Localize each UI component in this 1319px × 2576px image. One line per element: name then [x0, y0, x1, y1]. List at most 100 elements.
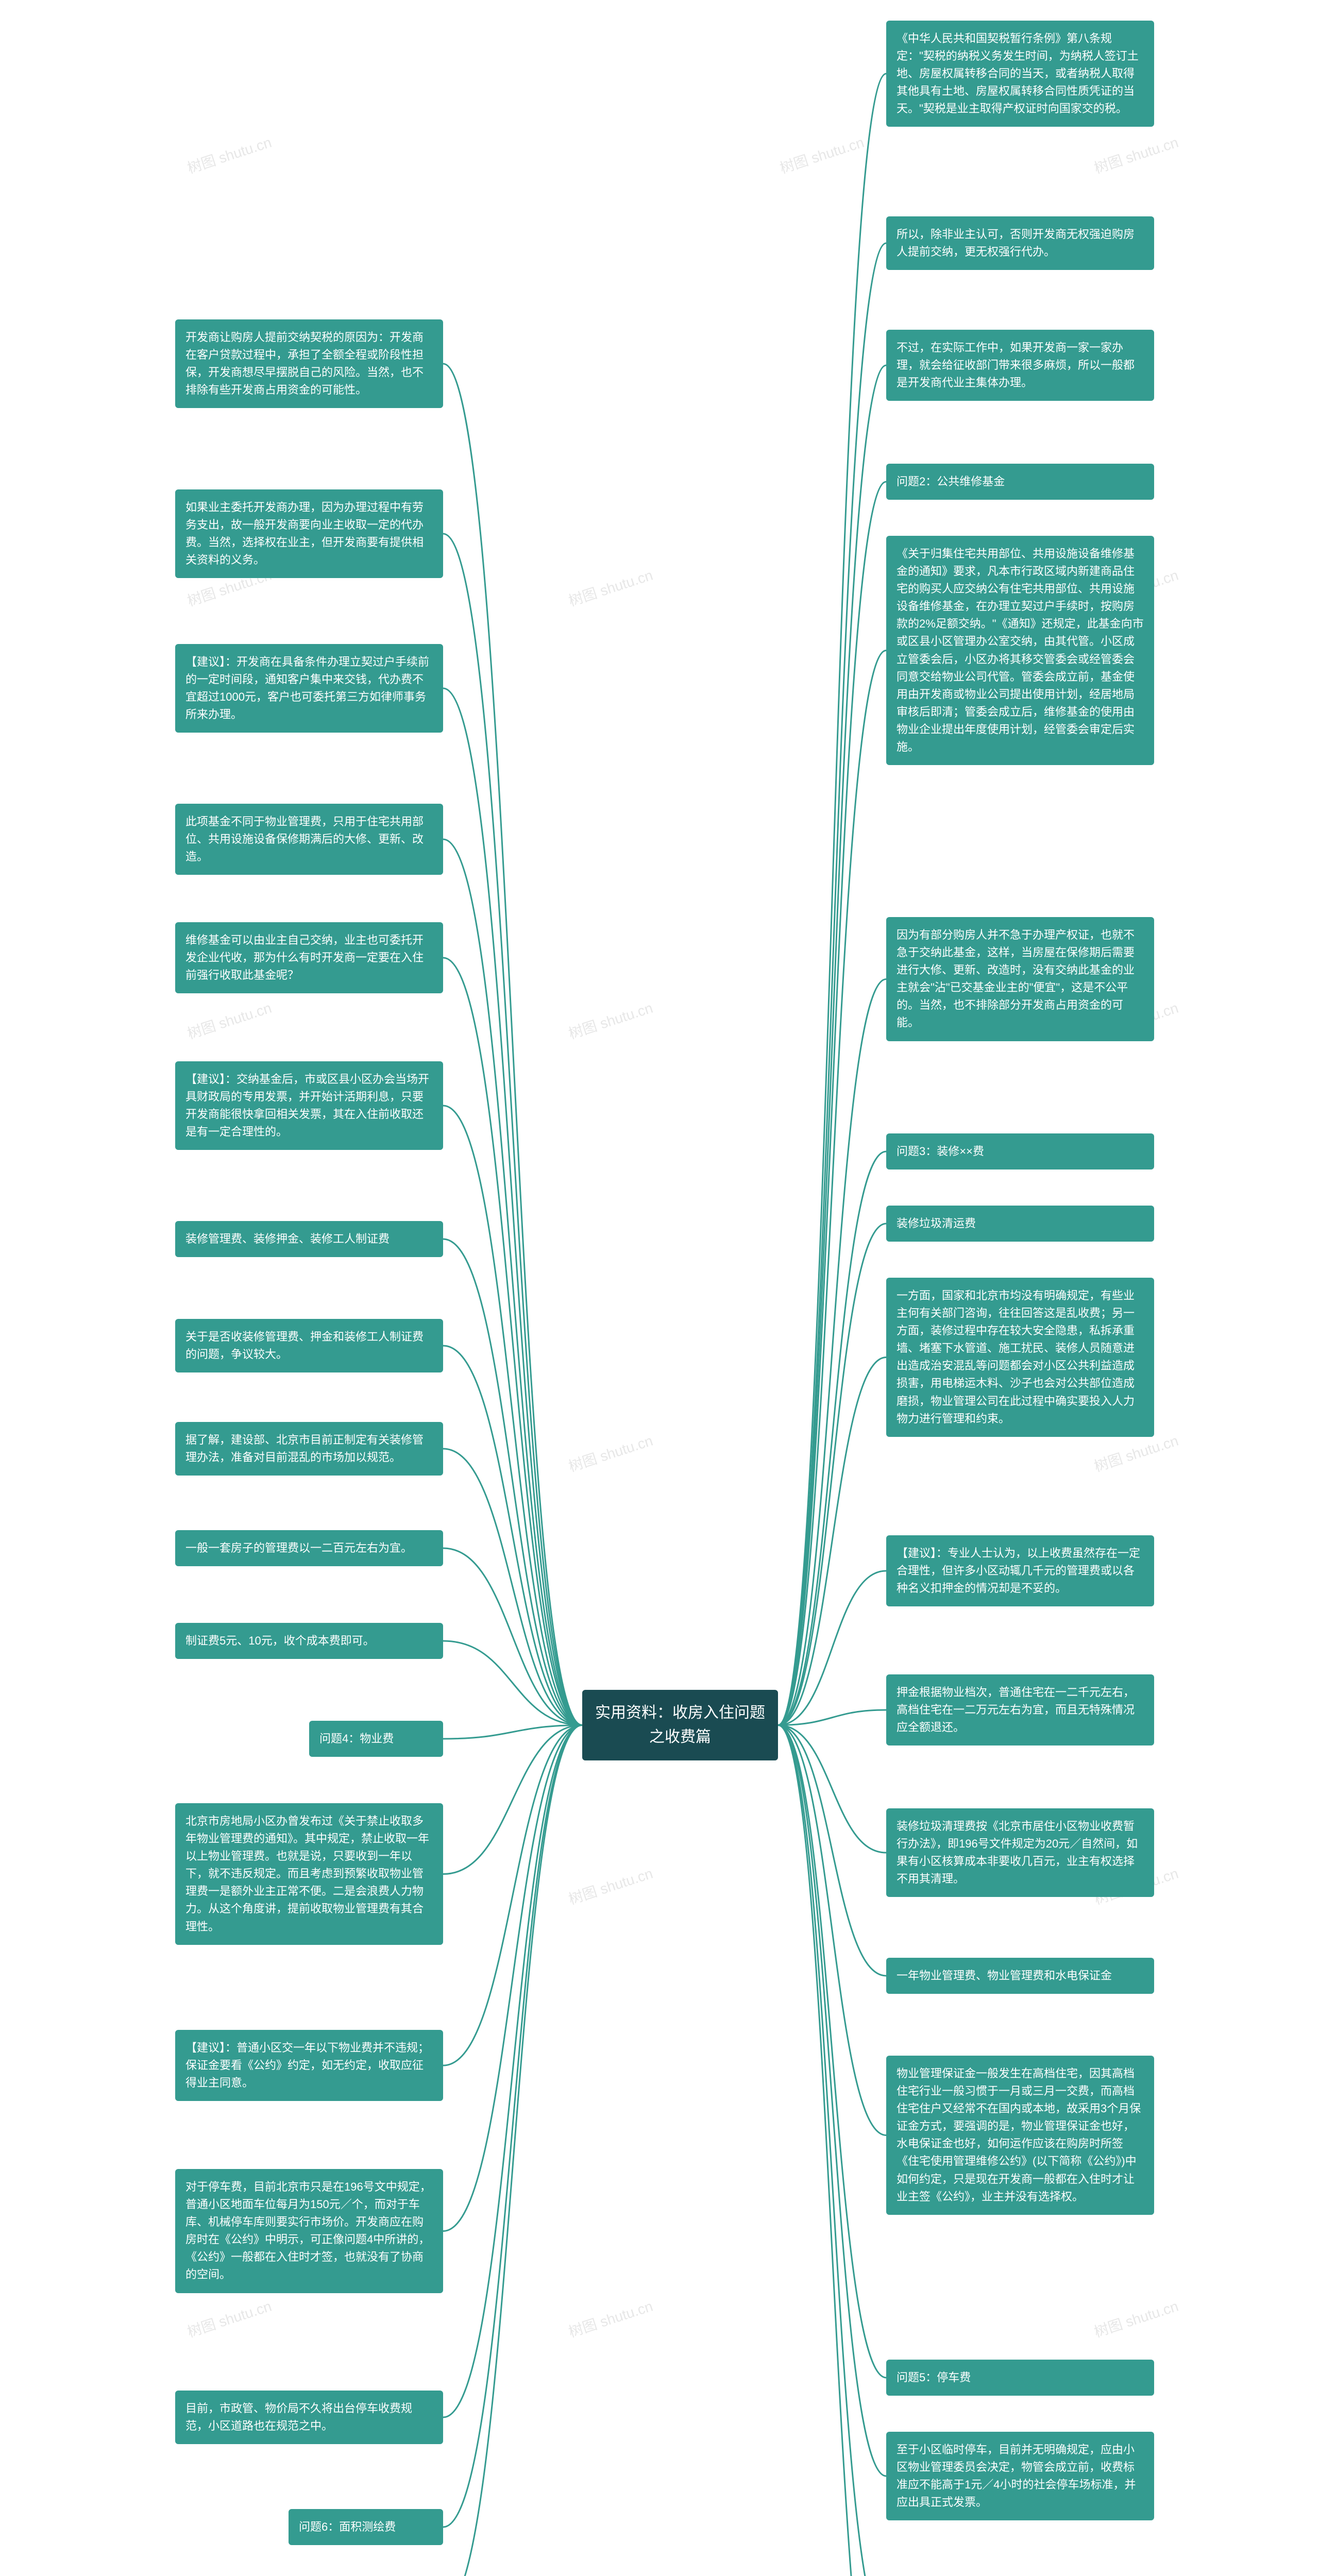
connector-path [443, 1239, 582, 1725]
watermark: 树图 shutu.cn [184, 997, 274, 1043]
connector-path [443, 1725, 582, 2231]
connector-path [443, 1725, 582, 2528]
branch-node[interactable]: 制证费5元、10元，收个成本费即可。 [175, 1623, 443, 1659]
connector-path [443, 1725, 582, 1874]
branch-node[interactable]: 【建议】：普通小区交一年以下物业费并不违规；保证金要看《公约》约定，如无约定，收… [175, 2030, 443, 2101]
connector-path [778, 1725, 886, 1853]
branch-node[interactable]: 《中华人民共和国契税暂行条例》第八条规定："契税的纳税义务发生时间，为纳税人签订… [886, 21, 1154, 127]
connector-path [443, 1725, 582, 2066]
node-text: 问题6：面积测绘费 [299, 2520, 396, 2533]
connector-path [443, 1449, 582, 1725]
connector-path [778, 1358, 886, 1725]
branch-node[interactable]: 目前，市政管、物价局不久将出台停车收费规范，小区道路也在规范之中。 [175, 2391, 443, 2444]
branch-node[interactable]: 不过，在实际工作中，如果开发商一家一家办理，就会给征收部门带来很多麻烦，所以一般… [886, 330, 1154, 401]
watermark: 树图 shutu.cn [184, 131, 274, 178]
watermark: 树图 shutu.cn [566, 564, 655, 611]
branch-node[interactable]: 一方面，国家和北京市均没有明确规定，有些业主何有关部门咨询，往往回答这是乱收费；… [886, 1278, 1154, 1437]
connector-path [778, 1224, 886, 1725]
connector-path [778, 1725, 886, 2576]
branch-node[interactable]: 【建议】：专业人士认为，以上收费虽然存在一定合理性，但许多小区动辄几千元的管理费… [886, 1535, 1154, 1606]
connector-path [778, 1725, 886, 2136]
branch-node[interactable]: 所以，除非业主认可，否则开发商无权强迫购房人提前交纳，更无权强行代办。 [886, 216, 1154, 270]
branch-node[interactable]: 对于停车费，目前北京市只是在196号文中规定，普通小区地面车位每月为150元／个… [175, 2169, 443, 2293]
connector-path [778, 1151, 886, 1725]
branch-node[interactable]: 装修垃圾清运费 [886, 1206, 1154, 1242]
mindmap-canvas: 树图 shutu.cn 树图 shutu.cn 树图 shutu.cn 树图 shut… [0, 0, 1319, 2576]
node-text: 《中华人民共和国契税暂行条例》第八条规定："契税的纳税义务发生时间，为纳税人签订… [897, 32, 1139, 115]
connector-path [443, 839, 582, 1725]
node-text: 物业管理保证金一般发生在高档住宅，因其高档住宅行业一般习惯于一月或三月一交费，而… [897, 2067, 1141, 2203]
branch-node[interactable]: 问题3：装修××费 [886, 1133, 1154, 1170]
node-text: 至于小区临时停车，目前并无明确规定，应由小区物业管理委员会决定，物管会成立前，收… [897, 2443, 1136, 2509]
node-text: 【建议】：交纳基金后，市或区县小区办会当场开具财政局的专用发票，并开始计活期利息… [185, 1073, 429, 1138]
node-text: 一方面，国家和北京市均没有明确规定，有些业主何有关部门咨询，往往回答这是乱收费；… [897, 1289, 1135, 1425]
connector-path [778, 74, 886, 1725]
watermark: 树图 shutu.cn [566, 997, 655, 1043]
node-text: 装修垃圾清理费按《北京市居住小区物业收费暂行办法》，即196号文件规定为20元／… [897, 1820, 1138, 1885]
node-text: 装修管理费、装修押金、装修工人制证费 [185, 1232, 390, 1245]
connector-path [443, 1725, 582, 2418]
node-text: 问题4：物业费 [319, 1732, 394, 1745]
connector-path [778, 365, 886, 1725]
node-text: 因为有部分购房人并不急于办理产权证，也就不急于交纳此基金，这样，当房屋在保修期后… [897, 928, 1135, 1029]
connector-path [443, 1725, 582, 2576]
branch-node[interactable]: 因为有部分购房人并不急于办理产权证，也就不急于交纳此基金，这样，当房屋在保修期后… [886, 917, 1154, 1041]
branch-node[interactable]: 【建议】：交纳基金后，市或区县小区办会当场开具财政局的专用发票，并开始计活期利息… [175, 1061, 443, 1150]
connector-path [443, 1725, 582, 1739]
watermark: 树图 shutu.cn [566, 1430, 655, 1476]
connector-path [778, 979, 886, 1725]
node-text: 关于是否收装修管理费、押金和装修工人制证费的问题，争议较大。 [185, 1330, 424, 1361]
branch-node[interactable]: 【建议】：开发商在具备条件办理立契过户手续前的一定时间段，通知客户集中来交钱，代… [175, 644, 443, 733]
connector-path [443, 1641, 582, 1725]
connector-path [443, 1346, 582, 1725]
watermark: 树图 shutu.cn [1091, 2295, 1181, 2342]
branch-node[interactable]: 装修垃圾清理费按《北京市居住小区物业收费暂行办法》，即196号文件规定为20元／… [886, 1808, 1154, 1897]
watermark: 树图 shutu.cn [566, 2295, 655, 2342]
watermark: 树图 shutu.cn [184, 2295, 274, 2342]
watermark: 树图 shutu.cn [777, 131, 867, 178]
branch-node[interactable]: 此项基金不同于物业管理费，只用于住宅共用部位、共用设施设备保修期满后的大修、更新… [175, 804, 443, 875]
branch-node[interactable]: 开发商让购房人提前交纳契税的原因为：开发商在客户贷款过程中，承担了全额全程或阶段… [175, 319, 443, 408]
node-text: 目前，市政管、物价局不久将出台停车收费规范，小区道路也在规范之中。 [185, 2402, 412, 2432]
node-text: 如果业主委托开发商办理，因为办理过程中有劳务支出，故一般开发商要向业主收取一定的… [185, 501, 424, 566]
center-node[interactable]: 实用资料：收房入住问题之收费篇 [582, 1690, 778, 1760]
node-text: 实用资料：收房入住问题之收费篇 [595, 1704, 765, 1745]
branch-node[interactable]: 北京市房地局小区办曾发布过《关于禁止收取多年物业管理费的通知》。其中规定，禁止收… [175, 1803, 443, 1945]
node-text: 对于停车费，目前北京市只是在196号文中规定，普通小区地面车位每月为150元／个… [185, 2180, 431, 2281]
branch-node[interactable]: 据了解，建设部、北京市目前正制定有关装修管理办法，准备对目前混乱的市场加以规范。 [175, 1422, 443, 1476]
node-text: 北京市房地局小区办曾发布过《关于禁止收取多年物业管理费的通知》。其中规定，禁止收… [185, 1815, 429, 1933]
node-text: 维修基金可以由业主自己交纳，业主也可委托开发企业代收，那为什么有时开发商一定要在… [185, 934, 424, 981]
branch-node[interactable]: 如果业主委托开发商办理，因为办理过程中有劳务支出，故一般开发商要向业主收取一定的… [175, 489, 443, 578]
branch-node[interactable]: 问题2：公共维修基金 [886, 464, 1154, 500]
connector-path [778, 1725, 886, 2378]
node-text: 问题5：停车费 [897, 2371, 971, 2384]
branch-node[interactable]: 物业管理保证金一般发生在高档住宅，因其高档住宅行业一般习惯于一月或三月一交费，而… [886, 2056, 1154, 2215]
connector-path [778, 1725, 886, 2477]
node-text: 【建议】：普通小区交一年以下物业费并不违规；保证金要看《公约》约定，如无约定，收… [185, 2041, 429, 2089]
watermark: 树图 shutu.cn [1091, 131, 1181, 178]
branch-node[interactable]: 至于小区临时停车，目前并无明确规定，应由小区物业管理委员会决定，物管会成立前，收… [886, 2432, 1154, 2520]
node-text: 【建议】：专业人士认为，以上收费虽然存在一定合理性，但许多小区动辄几千元的管理费… [897, 1547, 1140, 1595]
branch-node[interactable]: 一年物业管理费、物业管理费和水电保证金 [886, 1958, 1154, 1994]
connector-path [778, 1725, 886, 1976]
connector-path [443, 364, 582, 1725]
connector-path [778, 1710, 886, 1725]
connector-path [443, 688, 582, 1725]
node-text: 所以，除非业主认可，否则开发商无权强迫购房人提前交纳，更无权强行代办。 [897, 228, 1135, 258]
branch-node[interactable]: 一般一套房子的管理费以一二百元左右为宜。 [175, 1530, 443, 1566]
node-text: 【建议】：开发商在具备条件办理立契过户手续前的一定时间段，通知客户集中来交钱，代… [185, 655, 429, 721]
branch-node[interactable]: 关于是否收装修管理费、押金和装修工人制证费的问题，争议较大。 [175, 1319, 443, 1372]
connector-path [778, 1571, 886, 1725]
branch-node[interactable]: 押金根据物业档次，普通住宅在一二千元左右，高档住宅在一二万元左右为宜，而且无特殊… [886, 1674, 1154, 1745]
branch-node[interactable]: 《关于归集住宅共用部位、共用设施设备维修基金的通知》要求，凡本市行政区域内新建商… [886, 536, 1154, 765]
branch-node[interactable]: 装修管理费、装修押金、装修工人制证费 [175, 1221, 443, 1257]
branch-node[interactable]: 问题4：物业费 [309, 1721, 443, 1757]
node-text: 一般一套房子的管理费以一二百元左右为宜。 [185, 1541, 412, 1554]
node-text: 问题3：装修××费 [897, 1145, 984, 1158]
node-text: 《关于归集住宅共用部位、共用设施设备维修基金的通知》要求，凡本市行政区域内新建商… [897, 547, 1144, 753]
branch-node[interactable]: 问题6：面积测绘费 [289, 2509, 443, 2545]
connector-path [778, 1725, 886, 2576]
branch-node[interactable]: 问题5：停车费 [886, 2360, 1154, 2396]
connector-path [443, 1548, 582, 1725]
branch-node[interactable]: 维修基金可以由业主自己交纳，业主也可委托开发企业代收，那为什么有时开发商一定要在… [175, 922, 443, 993]
